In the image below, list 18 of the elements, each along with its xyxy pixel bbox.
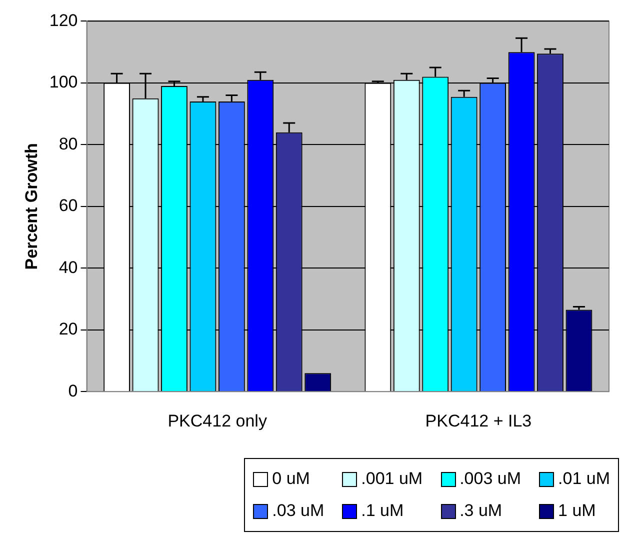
legend-label: .03 uM — [272, 501, 324, 521]
legend-label: .3 uM — [460, 501, 502, 521]
x-tick-label: PKC412 + IL3 — [425, 411, 532, 430]
y-tick-label: 40 — [58, 258, 78, 277]
y-tick-label: 80 — [58, 134, 78, 154]
legend-label: .01 uM — [558, 469, 610, 489]
legend-label: .001 uM — [361, 469, 423, 489]
x-tick-label: PKC412 only — [168, 411, 268, 430]
y-tick-label: 60 — [58, 196, 78, 216]
y-tick-label: 0 — [68, 381, 78, 400]
y-tick-label: 100 — [49, 72, 78, 92]
legend-label: 0 uM — [272, 469, 310, 489]
y-tick-label: 20 — [58, 320, 78, 339]
y-tick-label: 120 — [49, 10, 78, 30]
legend-label: .1 uM — [361, 501, 404, 521]
legend-label: 1 uM — [558, 501, 596, 521]
y-axis-title: Percent Growth — [22, 143, 41, 270]
legend-label: .003 uM — [460, 469, 522, 489]
